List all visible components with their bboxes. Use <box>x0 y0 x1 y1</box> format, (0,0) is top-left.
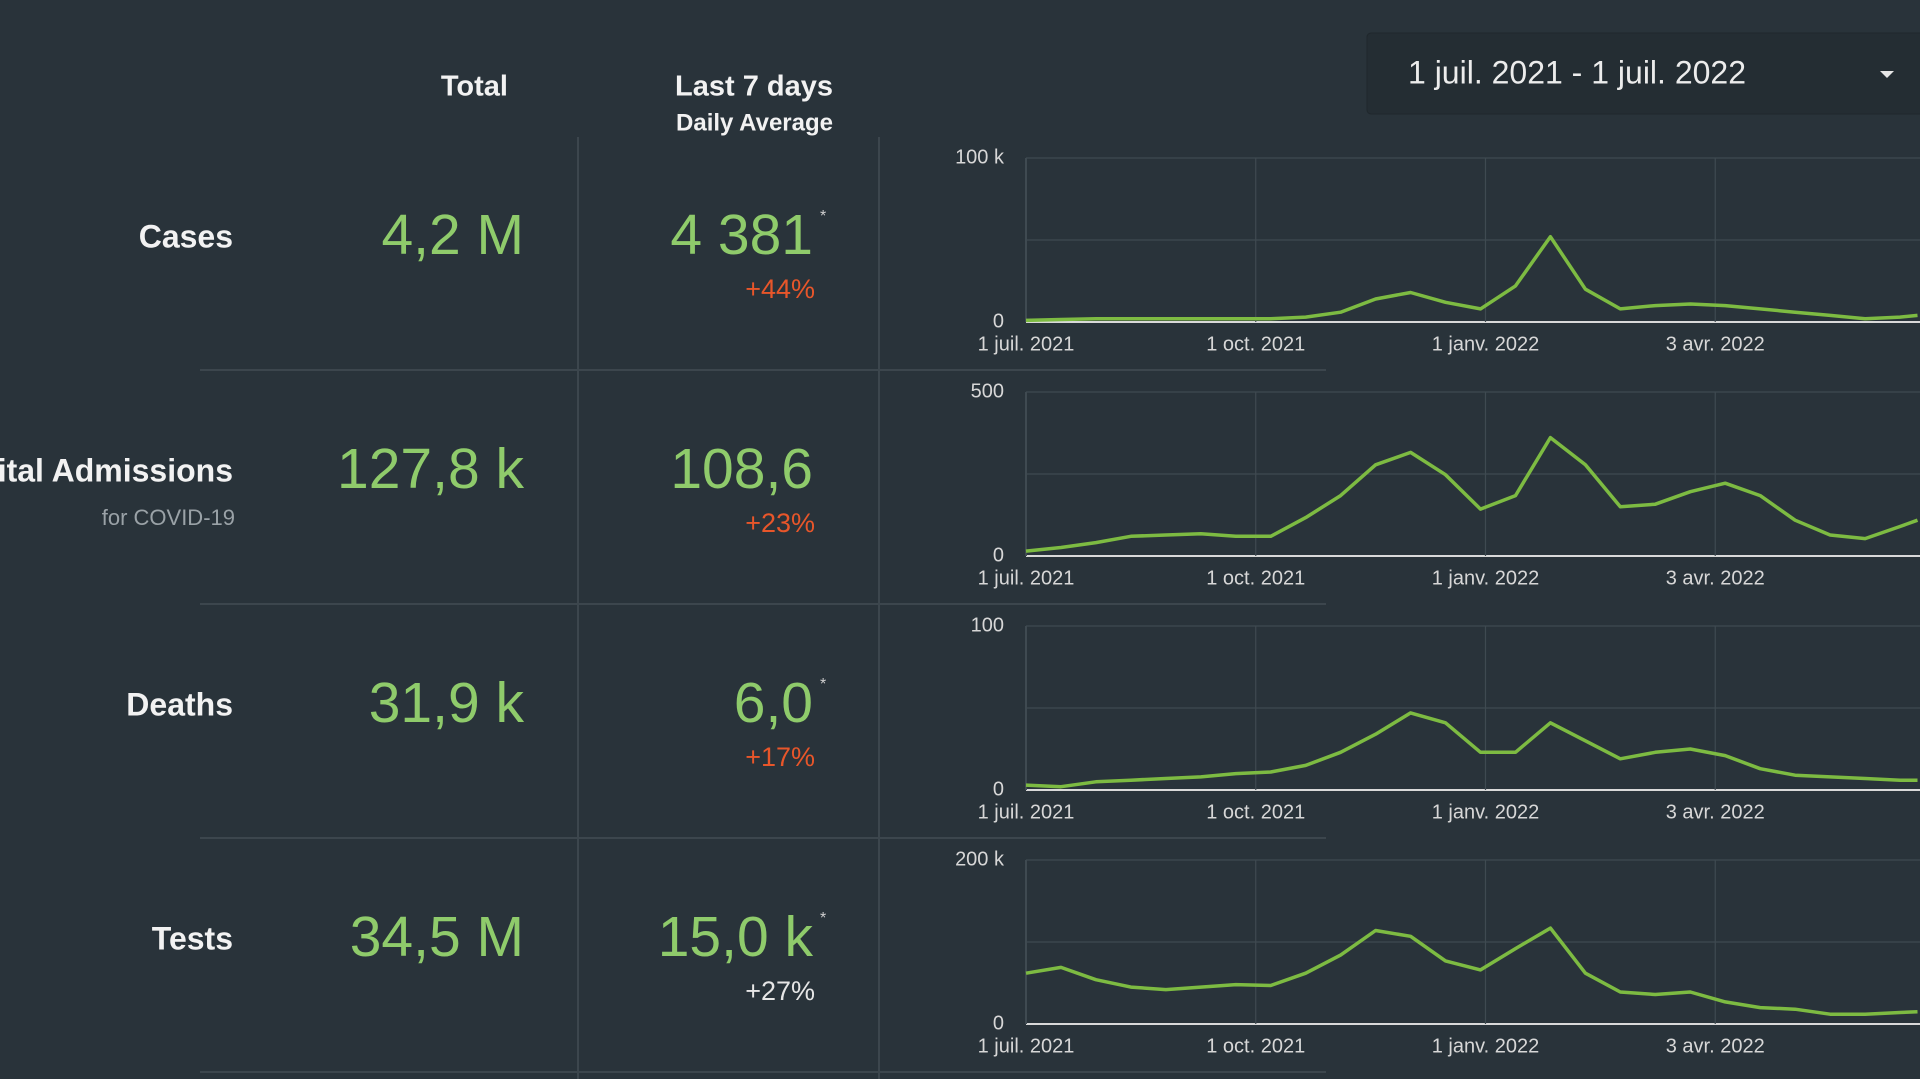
total-value: 4,2 M <box>381 203 524 267</box>
change-value: +27% <box>745 976 815 1006</box>
x-tick-label: 1 janv. 2022 <box>1432 1035 1540 1057</box>
y-tick-label: 200 k <box>955 848 1005 870</box>
total-value: 31,9 k <box>369 671 525 735</box>
x-tick-label: 1 juil. 2021 <box>978 1035 1075 1057</box>
dropdown-caret[interactable] <box>1880 71 1894 78</box>
total-value: 127,8 k <box>337 437 524 501</box>
row-note: for COVID-19 <box>102 505 235 530</box>
footnote-star: * <box>820 208 826 225</box>
y-tick-label: 100 <box>971 614 1004 636</box>
data-line <box>1025 234 1918 323</box>
x-tick-label: 3 avr. 2022 <box>1666 801 1765 823</box>
x-tick-label: 1 juil. 2021 <box>978 801 1075 823</box>
x-tick-label: 1 janv. 2022 <box>1432 567 1540 589</box>
change-value: +44% <box>745 274 815 304</box>
x-tick-label: 1 janv. 2022 <box>1432 801 1540 823</box>
y-tick-label: 0 <box>993 1012 1004 1034</box>
average-value: 108,6 <box>670 437 813 501</box>
header-last7: Last 7 days <box>675 71 833 103</box>
y-tick-label: 0 <box>993 310 1004 332</box>
average-value: 15,0 k <box>658 905 814 969</box>
header-total: Total <box>441 71 508 103</box>
x-tick-label: 1 oct. 2021 <box>1206 333 1305 355</box>
y-tick-label: 0 <box>993 544 1004 566</box>
y-tick-label: 0 <box>993 778 1004 800</box>
row-label: Cases <box>139 218 233 254</box>
x-tick-label: 1 janv. 2022 <box>1432 333 1540 355</box>
data-line <box>1025 435 1919 553</box>
x-tick-label: 3 avr. 2022 <box>1666 567 1765 589</box>
change-value: +23% <box>745 508 815 538</box>
x-tick-label: 1 juil. 2021 <box>978 333 1075 355</box>
y-tick-label: 500 <box>971 380 1004 402</box>
date-range-dropdown[interactable] <box>1366 32 1920 115</box>
row-label: Hospital Admissions <box>0 452 233 488</box>
x-tick-label: 3 avr. 2022 <box>1666 1035 1765 1057</box>
x-tick-label: 1 oct. 2021 <box>1206 801 1305 823</box>
data-line <box>1025 926 1918 1016</box>
total-value: 34,5 M <box>350 905 524 969</box>
x-tick-label: 3 avr. 2022 <box>1666 333 1765 355</box>
x-tick-label: 1 oct. 2021 <box>1206 567 1305 589</box>
date-range-text[interactable]: 1 juil. 2021 - 1 juil. 2022 <box>1408 54 1746 90</box>
footnote-star: * <box>820 910 826 927</box>
row-label: Deaths <box>126 686 233 722</box>
data-line <box>1025 711 1918 789</box>
change-value: +17% <box>745 742 815 772</box>
row-label: Tests <box>152 920 233 956</box>
header-daily-average: Daily Average <box>676 109 833 136</box>
y-tick-label: 100 k <box>955 146 1005 168</box>
footnote-star: * <box>820 676 826 693</box>
x-tick-label: 1 juil. 2021 <box>978 567 1075 589</box>
x-tick-label: 1 oct. 2021 <box>1206 1035 1305 1057</box>
average-value: 4 381 <box>670 203 813 267</box>
average-value: 6,0 <box>734 671 813 735</box>
